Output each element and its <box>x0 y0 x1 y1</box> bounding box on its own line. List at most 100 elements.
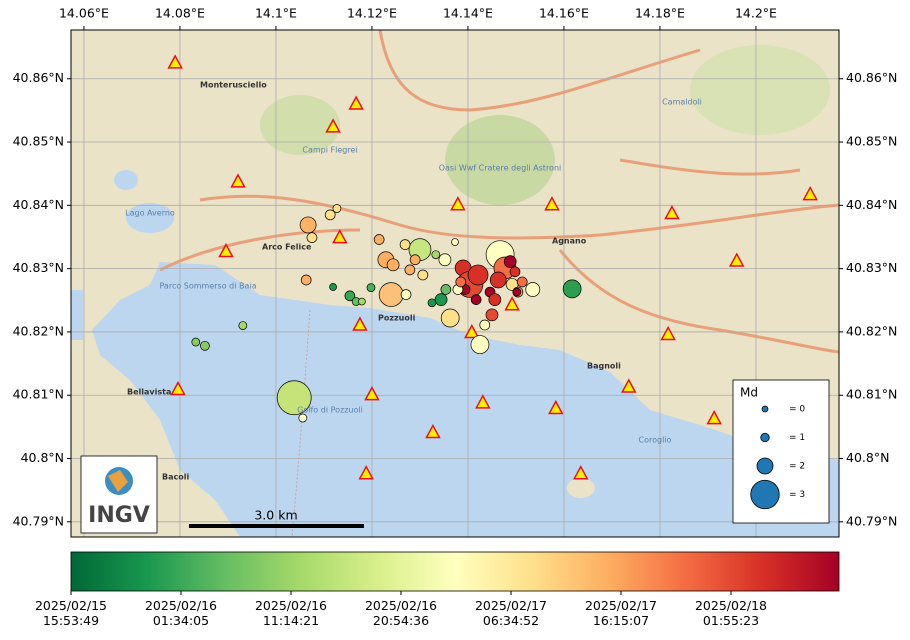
y-tick-label: 40.8°N <box>21 450 64 465</box>
earthquake <box>451 238 459 246</box>
earthquake <box>479 319 491 331</box>
station <box>218 242 234 258</box>
earthquake <box>358 297 366 306</box>
y-tick-label: 40.81°N <box>13 387 64 402</box>
island <box>567 478 595 498</box>
place-name: Bellavista <box>127 388 171 397</box>
place-name: Bacoli <box>162 473 189 482</box>
earthquake <box>470 335 490 354</box>
station <box>573 465 589 480</box>
place-name: Coroglio <box>639 436 672 445</box>
earthquake <box>366 283 376 292</box>
station <box>348 95 364 110</box>
sea <box>71 290 83 340</box>
earthquake <box>298 413 308 423</box>
earthquake <box>299 216 317 234</box>
station <box>332 229 348 244</box>
station <box>729 252 745 267</box>
x-tick-label: 14.16°E <box>539 6 589 21</box>
station <box>660 325 676 341</box>
legend-marker <box>756 457 774 475</box>
crater-green <box>445 115 555 205</box>
legend-label: = 2 <box>789 462 805 472</box>
y-tick-label: 40.79°N <box>13 513 64 528</box>
station <box>230 173 246 188</box>
earthquake <box>400 289 412 300</box>
y-tick-label: 40.86°N <box>846 70 897 85</box>
y-tick-label: 40.85°N <box>13 134 64 149</box>
earthquake <box>485 308 499 322</box>
lake <box>126 203 174 233</box>
earthquake <box>200 340 210 351</box>
legend-label: = 1 <box>789 433 805 443</box>
legend-label: = 0 <box>789 405 805 415</box>
earthquake <box>431 250 441 260</box>
earthquake <box>440 284 452 295</box>
y-tick-label: 40.85°N <box>846 134 897 149</box>
earthquake <box>191 337 201 347</box>
earthquake <box>488 293 502 306</box>
place-name: Pozzuoli <box>378 314 416 323</box>
earthquake <box>440 308 460 328</box>
earthquake <box>404 264 416 276</box>
legend-title: Md <box>740 386 758 400</box>
colorbar <box>70 551 840 592</box>
station <box>170 380 186 396</box>
logo-globe <box>108 470 128 492</box>
y-tick-label: 40.83°N <box>13 260 64 275</box>
sea <box>92 262 839 537</box>
earthquake <box>489 271 507 289</box>
earthquake <box>516 276 528 288</box>
earthquake <box>238 321 248 330</box>
earthquake <box>509 266 521 278</box>
basemap <box>71 30 839 537</box>
x-tick-label: 14.06°E <box>59 6 109 21</box>
earthquake <box>399 239 411 250</box>
scale-bar <box>189 524 364 528</box>
earthquake <box>276 380 312 416</box>
earthquake <box>503 255 517 269</box>
station <box>425 423 441 439</box>
place-name: Agnano <box>552 237 587 246</box>
earthquake <box>467 264 489 286</box>
station <box>352 316 368 331</box>
station <box>664 204 680 220</box>
y-tick-label: 40.84°N <box>846 197 897 212</box>
place-name: Golfo di Pozzuoli <box>297 406 363 415</box>
scale-bar-label: 3.0 km <box>254 508 297 523</box>
station <box>450 196 466 211</box>
earthquake <box>417 269 429 281</box>
station <box>325 118 341 133</box>
station <box>621 378 637 393</box>
station <box>504 296 520 311</box>
earthquake <box>438 253 452 267</box>
logo-text: INGV <box>88 503 150 528</box>
park-green <box>690 45 830 135</box>
earthquake <box>434 293 448 306</box>
colorbar-tick-label: 2025/02/16 01:34:05 <box>144 598 218 628</box>
park-green <box>260 95 340 155</box>
earthquake <box>344 290 356 302</box>
earthquake <box>378 282 404 307</box>
y-tick-label: 40.82°N <box>846 323 897 338</box>
station <box>358 465 374 480</box>
lake <box>114 170 138 190</box>
station <box>364 386 380 401</box>
colorbar-tick-label: 2025/02/16 11:14:21 <box>254 598 328 628</box>
colorbar-tick-label: 2025/02/17 06:34:52 <box>474 598 548 628</box>
x-tick-label: 14.08°E <box>155 6 205 21</box>
place-name: Bagnoli <box>587 362 621 371</box>
earthquake <box>306 232 318 243</box>
place-name: Parco Sommerso di Baia <box>159 282 256 291</box>
legend-marker <box>761 405 769 413</box>
place-name: Camaldoli <box>662 98 702 107</box>
earthquake <box>562 279 582 299</box>
earthquake <box>300 274 312 286</box>
y-tick-label: 40.8°N <box>846 450 889 465</box>
earthquake <box>525 282 541 297</box>
place-name: Monterusciello <box>200 81 267 90</box>
station <box>802 185 818 201</box>
legend-label: = 3 <box>789 490 805 500</box>
